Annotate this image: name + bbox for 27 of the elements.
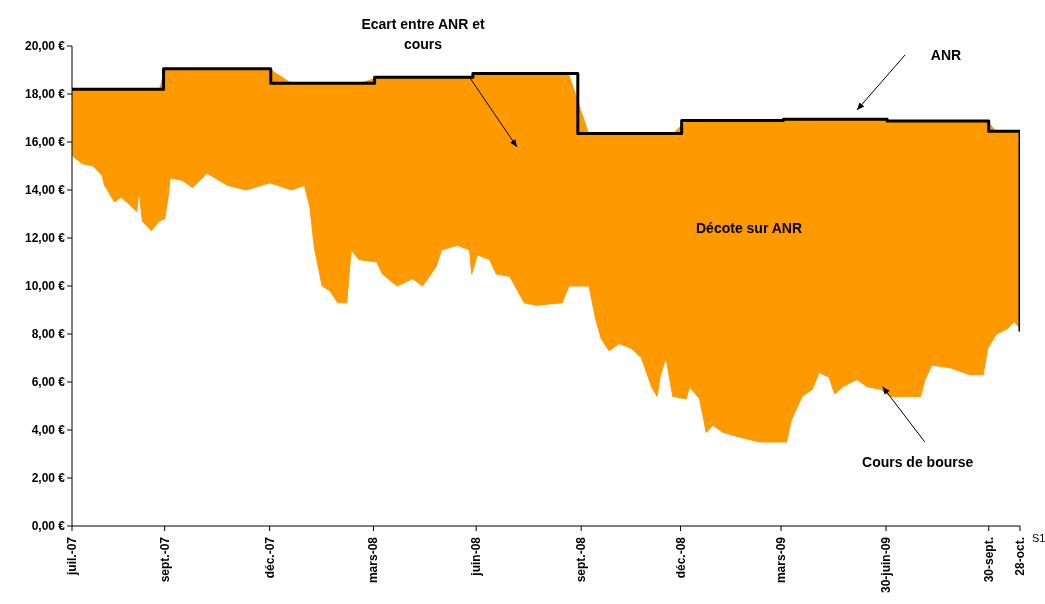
annotation: ANR — [929, 46, 963, 65]
x-tick-label: sept.-08 — [574, 536, 589, 583]
x-tick-label: mars-08 — [366, 536, 381, 584]
x-tick-label: 30-sept. — [981, 537, 996, 583]
x-tick-label: déc.-07 — [262, 536, 277, 579]
y-tick-label: 12,00 € — [24, 231, 66, 246]
y-tick-label: 4,00 € — [31, 423, 66, 438]
annotation: Ecart entre ANR et cours — [360, 15, 486, 54]
y-tick-label: 20,00 € — [24, 39, 66, 54]
y-tick-label: 14,00 € — [24, 183, 66, 198]
x-tick-label: juil.-07 — [65, 536, 79, 577]
y-tick-label: 10,00 € — [24, 279, 66, 294]
y-tick-label: 18,00 € — [24, 87, 66, 102]
y-tick-label: 0,00 € — [31, 519, 66, 534]
annotation: Décote sur ANR — [696, 219, 803, 238]
x-tick-label: juin-08 — [469, 536, 484, 577]
x-tick-label: mars-09 — [774, 536, 789, 584]
y-tick-label: 6,00 € — [31, 375, 66, 390]
y-tick-label: 16,00 € — [24, 135, 66, 150]
text: S1 — [1032, 531, 1045, 546]
x-tick-label: 30-juin-09 — [879, 536, 894, 594]
x-tick-label: 28-oct. — [1013, 537, 1027, 576]
x-tick-label: déc.-08 — [673, 536, 688, 579]
y-tick-label: 8,00 € — [31, 327, 66, 342]
annotation: Cours de bourse — [862, 453, 974, 470]
x-tick-label: sept.-07 — [157, 536, 172, 583]
y-tick-label: 2,00 € — [31, 471, 66, 486]
